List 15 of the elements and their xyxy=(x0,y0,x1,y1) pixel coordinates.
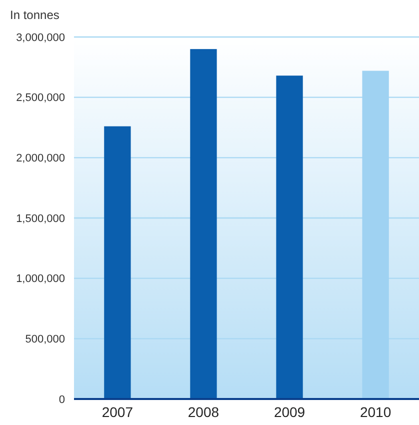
y-axis-title: In tonnes xyxy=(10,8,60,22)
y-tick-label: 1,500,000 xyxy=(16,212,65,225)
x-tick-label: 2009 xyxy=(274,404,306,420)
x-tick-label: 2008 xyxy=(188,404,220,420)
y-tick-label: 1,000,000 xyxy=(16,273,65,286)
y-tick-label: 2,000,000 xyxy=(16,152,65,165)
y-tick-label: 0 xyxy=(58,394,65,406)
y-tick-label: 500,000 xyxy=(25,334,65,346)
y-tick-label: 3,000,000 xyxy=(16,32,65,44)
x-tick-label: 2007 xyxy=(102,404,134,420)
bar xyxy=(104,126,131,399)
x-tick-label: 2010 xyxy=(360,404,392,420)
bar xyxy=(190,49,217,399)
y-tick-label: 2,500,000 xyxy=(16,92,65,104)
bar xyxy=(276,76,303,399)
